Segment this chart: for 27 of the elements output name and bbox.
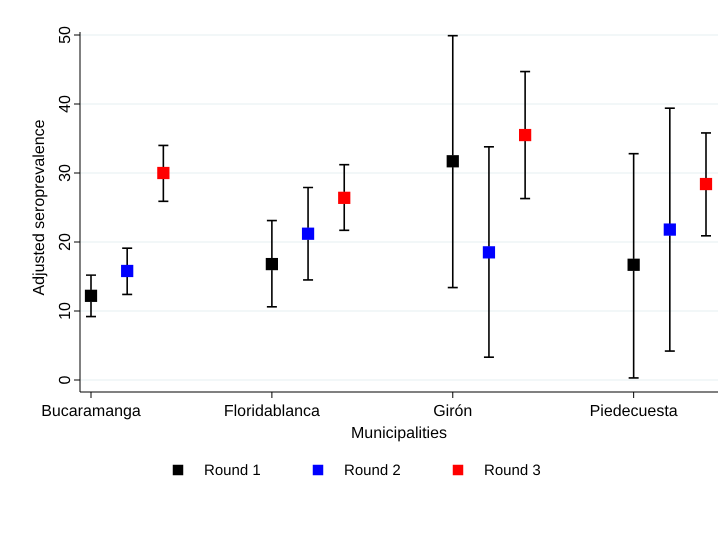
point	[446, 155, 459, 168]
point	[338, 192, 350, 204]
point	[266, 258, 278, 270]
y-tick-label: 50	[57, 26, 74, 44]
point	[482, 246, 496, 258]
y-tick-label: 0	[57, 375, 74, 384]
x-axis-title: Municipalities	[350, 425, 448, 442]
y-tick-label: 10	[57, 302, 74, 320]
y-tick-label: 30	[57, 164, 74, 182]
x-tick-label: Floridablanca	[224, 403, 320, 420]
x-tick-label: Bucaramanga	[41, 403, 141, 420]
point	[628, 258, 640, 271]
point	[700, 178, 712, 190]
legend-label: Round 3	[484, 462, 541, 479]
point	[664, 223, 676, 236]
y-tick-label: 40	[57, 95, 74, 113]
point	[84, 290, 98, 302]
point	[157, 166, 170, 180]
point	[518, 128, 532, 142]
x-tick-label: Girón	[433, 403, 472, 420]
y-axis-title: Adjusted seroprevalence	[31, 119, 48, 296]
point	[121, 264, 134, 278]
x-tick-label: Piedecuesta	[590, 403, 678, 420]
y-tick-label: 20	[57, 233, 74, 251]
legend-label: Round 1	[204, 462, 261, 479]
legend-label: Round 2	[344, 462, 401, 479]
point	[302, 228, 314, 240]
